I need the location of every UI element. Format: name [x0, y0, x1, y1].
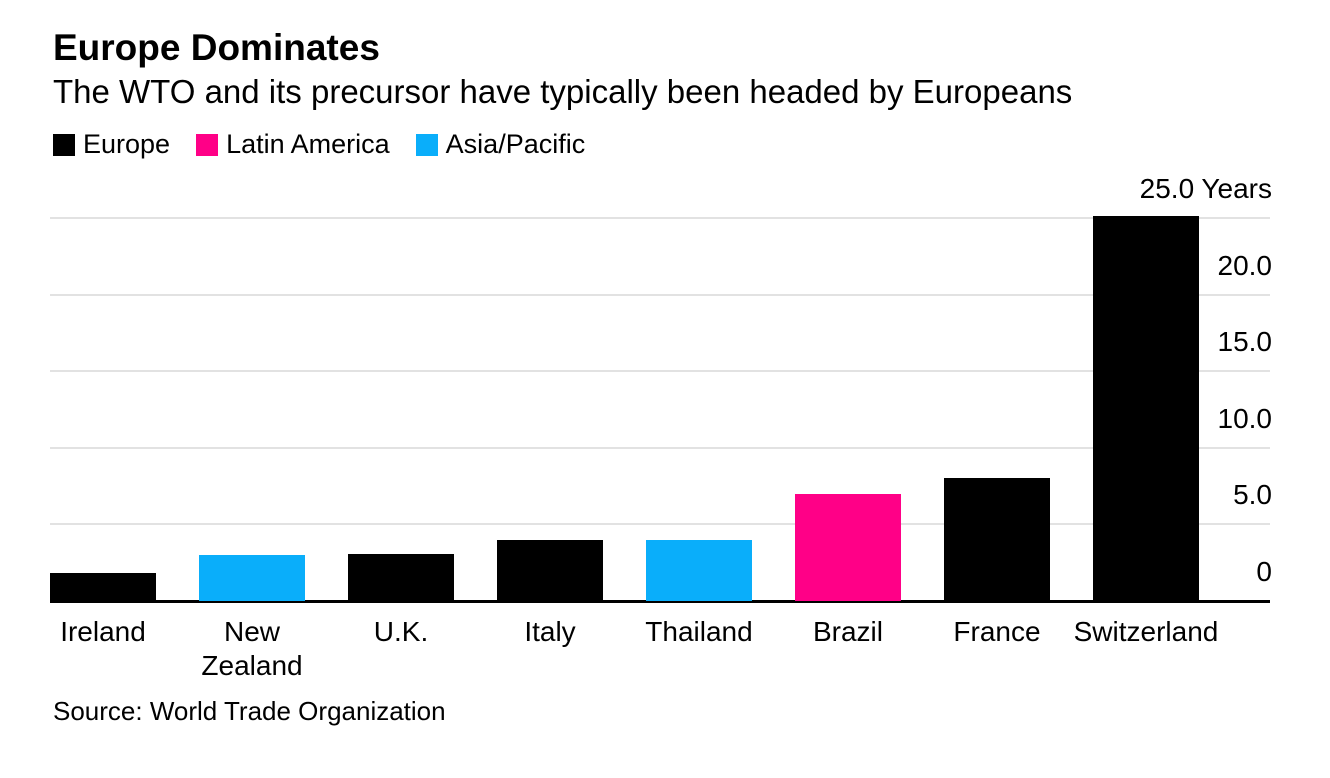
gridline-10 [50, 446, 1270, 449]
x-tick-label-france: France [953, 616, 1041, 647]
y-tick-label-5: 5.0 [1233, 479, 1272, 511]
y-tick-label-25: 25.0 Years [1139, 173, 1272, 204]
bar-switzerland [1093, 216, 1199, 601]
y-tick-label-10: 10.0 [1217, 402, 1273, 434]
x-tick-label-switzerland: Switzerland [1073, 616, 1219, 647]
bar-france [944, 478, 1050, 601]
gridline-5 [50, 523, 1270, 526]
legend-label: Europe [83, 129, 171, 159]
x-tick-label-thailand: Thailand [645, 616, 753, 647]
legend-swatch-europe [53, 133, 75, 156]
chart-legend: Europe Latin America Asia/Pacific [53, 131, 585, 158]
bars-group [50, 216, 1199, 601]
bar-brazil [795, 494, 901, 601]
x-tick-label-brazil: Brazil [812, 616, 883, 647]
legend-swatch-asia-pacific [415, 133, 438, 156]
y-tick-label-0: 0 [1256, 556, 1272, 587]
bar-new-zealand [199, 555, 305, 601]
legend-item-europe: Europe [53, 131, 170, 158]
x-tick-label-new-zealand: New Zealand [201, 616, 303, 681]
legend-item-latin-america: Latin America [196, 131, 390, 158]
chart-title: Europe Dominates [53, 27, 380, 68]
gridline-15 [50, 370, 1270, 373]
legend-label: Asia/Pacific [445, 129, 586, 159]
bar-u-k [348, 554, 454, 601]
source-note: Source: World Trade Organization [53, 696, 446, 726]
legend-swatch-latin-america [196, 133, 219, 156]
x-tick-label-u-k: U.K. [373, 616, 429, 647]
x-tick-label-italy: Italy [524, 616, 576, 647]
x-axis-baseline [50, 600, 1270, 603]
bar-thailand [646, 540, 752, 601]
bar-italy [497, 540, 603, 601]
bar-ireland [50, 573, 156, 601]
gridline-20 [50, 293, 1270, 296]
legend-item-asia-pacific: Asia/Pacific [415, 129, 586, 159]
chart-subtitle: The WTO and its precursor have typically… [53, 73, 1073, 110]
y-tick-label-15: 15.0 [1217, 326, 1273, 358]
y-tick-label-20: 20.0 [1217, 249, 1273, 281]
legend-label: Latin America [226, 129, 390, 159]
gridline-25 [50, 217, 1270, 219]
x-tick-label-ireland: Ireland [60, 616, 146, 647]
